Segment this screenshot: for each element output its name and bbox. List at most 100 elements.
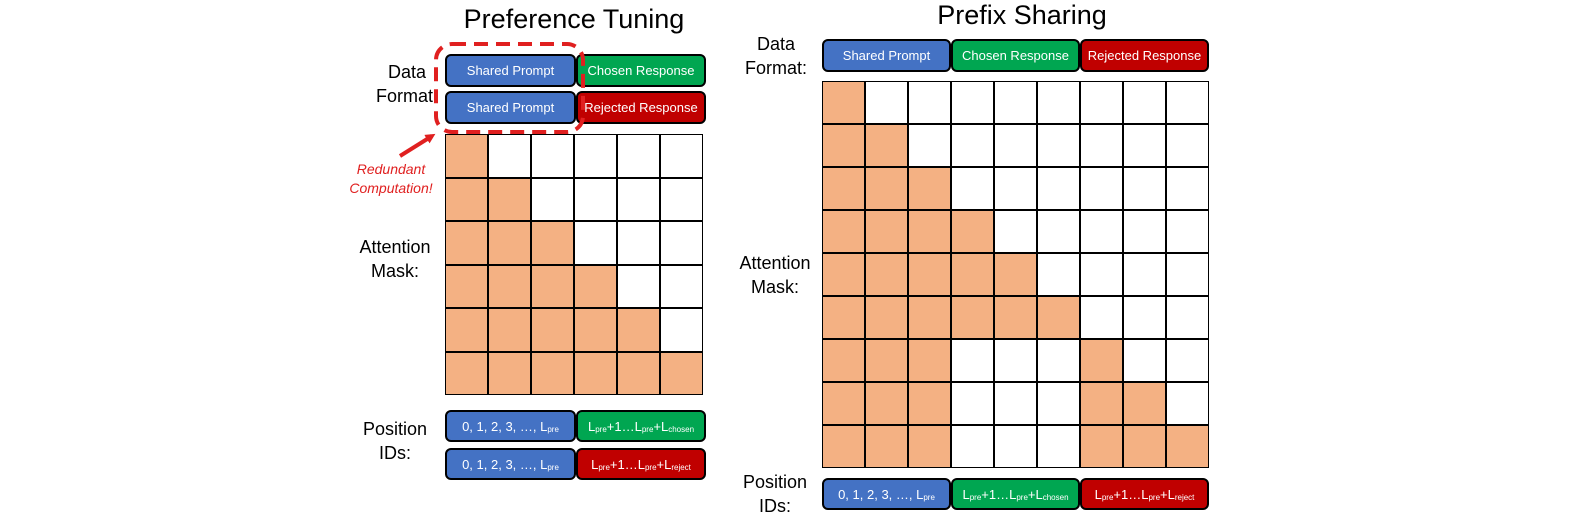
mask-cell bbox=[1165, 296, 1209, 339]
mask-cell bbox=[1079, 210, 1123, 253]
mask-cell bbox=[822, 124, 865, 167]
mask-cell bbox=[530, 308, 574, 352]
mask-cell bbox=[907, 339, 951, 382]
mask-cell bbox=[487, 351, 531, 395]
mask-cell bbox=[907, 167, 951, 210]
mask-cell bbox=[950, 425, 994, 468]
mask-cell bbox=[822, 167, 865, 210]
mask-cell bbox=[487, 221, 531, 265]
mask-cell bbox=[950, 124, 994, 167]
mask-cell bbox=[950, 167, 994, 210]
mask-cell bbox=[445, 221, 489, 265]
mask-cell bbox=[993, 382, 1037, 425]
mask-cell bbox=[993, 425, 1037, 468]
right-data-format-label: Data Format: bbox=[744, 34, 807, 78]
mask-cell bbox=[907, 425, 951, 468]
mask-cell bbox=[445, 177, 489, 221]
mask-cell bbox=[1122, 296, 1166, 339]
mask-cell bbox=[1165, 339, 1209, 382]
mask-cell bbox=[907, 210, 951, 253]
redundant-dashed-outline bbox=[434, 42, 585, 134]
mask-cell bbox=[530, 264, 574, 308]
mask-cell bbox=[993, 210, 1037, 253]
mask-cell bbox=[1079, 167, 1123, 210]
mask-cell bbox=[445, 308, 489, 352]
mask-cell bbox=[1036, 382, 1080, 425]
mask-cell bbox=[1079, 339, 1123, 382]
mask-cell bbox=[950, 253, 994, 296]
mask-cell bbox=[660, 308, 704, 352]
mask-cell bbox=[617, 221, 661, 265]
mask-cell bbox=[617, 351, 661, 395]
mask-cell bbox=[993, 339, 1037, 382]
mask-cell bbox=[822, 81, 865, 124]
mask-cell bbox=[993, 167, 1037, 210]
mask-cell bbox=[907, 124, 951, 167]
mask-cell bbox=[1122, 339, 1166, 382]
mask-cell bbox=[574, 221, 618, 265]
mask-cell bbox=[660, 221, 704, 265]
mask-cell bbox=[1165, 210, 1209, 253]
mask-cell bbox=[907, 382, 951, 425]
mask-cell bbox=[864, 210, 908, 253]
mask-cell bbox=[530, 351, 574, 395]
mask-cell bbox=[864, 425, 908, 468]
mask-cell bbox=[617, 264, 661, 308]
mask-cell bbox=[1079, 425, 1123, 468]
mask-cell bbox=[660, 134, 704, 178]
mask-cell bbox=[445, 351, 489, 395]
left-title: Preference Tuning bbox=[463, 4, 685, 34]
right-shared-prompt-box: Shared Prompt bbox=[822, 39, 951, 72]
mask-cell bbox=[1122, 124, 1166, 167]
mask-cell bbox=[993, 296, 1037, 339]
mask-cell bbox=[1079, 81, 1123, 124]
mask-cell bbox=[993, 81, 1037, 124]
mask-cell bbox=[660, 351, 704, 395]
left-attention-mask-label: Attention Mask: bbox=[359, 237, 431, 281]
mask-cell bbox=[487, 177, 531, 221]
mask-cell bbox=[617, 134, 661, 178]
right-attention-mask-label: Attention Mask: bbox=[739, 253, 811, 297]
mask-cell bbox=[864, 253, 908, 296]
mask-cell bbox=[1036, 339, 1080, 382]
mask-cell bbox=[617, 308, 661, 352]
left-attention-mask-grid bbox=[445, 134, 704, 395]
mask-cell bbox=[950, 210, 994, 253]
mask-cell bbox=[574, 351, 618, 395]
mask-cell bbox=[1122, 425, 1166, 468]
left-chosen-response-box: Chosen Response bbox=[576, 54, 706, 87]
left-rejected-response-box: Rejected Response bbox=[576, 91, 706, 124]
mask-cell bbox=[864, 81, 908, 124]
mask-cell bbox=[530, 221, 574, 265]
mask-cell bbox=[950, 382, 994, 425]
mask-cell bbox=[1165, 167, 1209, 210]
mask-cell bbox=[822, 210, 865, 253]
right-chosen-response-box: Chosen Response bbox=[951, 39, 1080, 72]
mask-cell bbox=[1165, 253, 1209, 296]
mask-cell bbox=[487, 308, 531, 352]
mask-cell bbox=[1079, 296, 1123, 339]
mask-cell bbox=[660, 264, 704, 308]
left-position-ids-label: Position IDs: bbox=[362, 419, 428, 463]
mask-cell bbox=[1165, 425, 1209, 468]
mask-cell bbox=[1079, 124, 1123, 167]
mask-cell bbox=[907, 296, 951, 339]
mask-cell bbox=[1122, 382, 1166, 425]
mask-cell bbox=[864, 124, 908, 167]
mask-cell bbox=[617, 177, 661, 221]
mask-cell bbox=[1036, 210, 1080, 253]
mask-cell bbox=[1079, 382, 1123, 425]
mask-cell bbox=[574, 134, 618, 178]
mask-cell bbox=[574, 308, 618, 352]
mask-cell bbox=[864, 382, 908, 425]
mask-cell bbox=[950, 81, 994, 124]
mask-cell bbox=[864, 339, 908, 382]
mask-cell bbox=[1036, 296, 1080, 339]
mask-cell bbox=[907, 253, 951, 296]
mask-cell bbox=[1122, 253, 1166, 296]
mask-cell bbox=[1122, 167, 1166, 210]
mask-cell bbox=[822, 253, 865, 296]
